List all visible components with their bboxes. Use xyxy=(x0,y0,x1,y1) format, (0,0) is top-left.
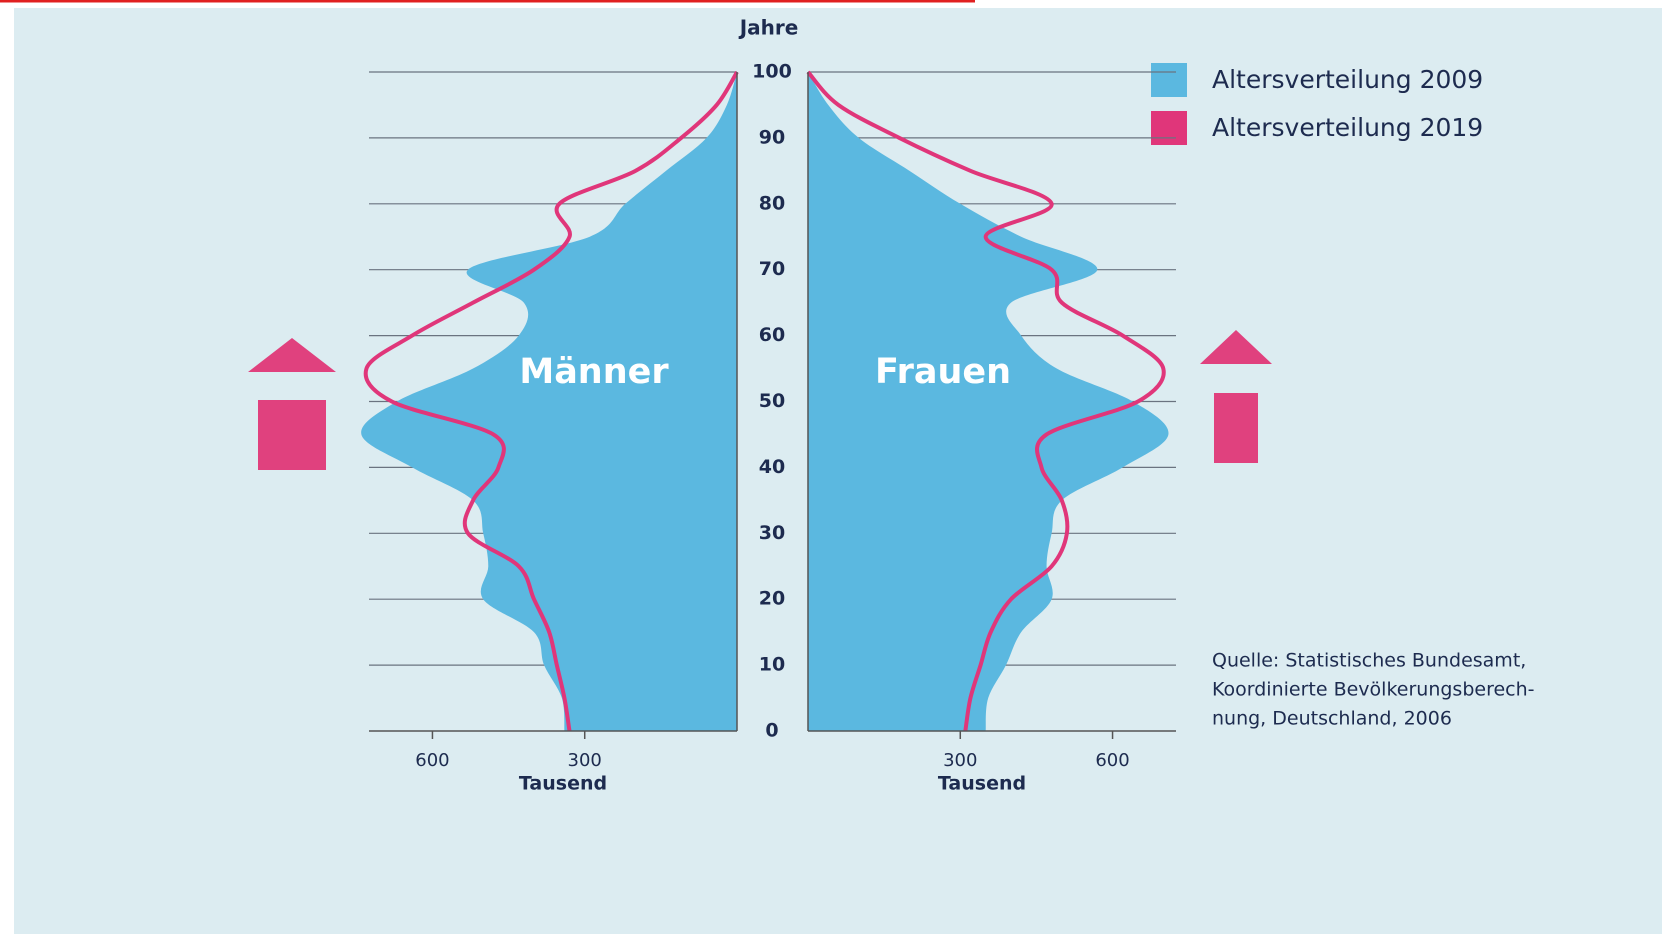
legend-swatch xyxy=(1151,63,1187,97)
y-tick-label: 50 xyxy=(759,390,785,412)
legend-label: Altersverteilung 2009 xyxy=(1212,65,1483,94)
line-1 xyxy=(806,70,1166,732)
y-tick-label: 60 xyxy=(759,324,785,346)
y-tick-label: 80 xyxy=(759,192,785,214)
legend: Altersverteilung 2009 Altersverteilung 20… xyxy=(1151,63,1483,145)
y-tick-label: 40 xyxy=(759,456,785,478)
source-line: nung, Deutschland, 2006 xyxy=(1212,708,1452,730)
legend-swatch xyxy=(1151,111,1187,145)
arrow-right xyxy=(1200,330,1272,463)
y-tick-label: 90 xyxy=(759,126,785,148)
x-tick-label: 600 xyxy=(1095,750,1129,771)
y-tick-label: 100 xyxy=(752,61,792,83)
source-line: Koordinierte Bevölkerungsberech- xyxy=(1212,679,1535,701)
y-tick-label: 20 xyxy=(759,588,785,610)
x-tick-label: 300 xyxy=(943,750,977,771)
group-label: Frauen xyxy=(875,352,1011,392)
line-0 xyxy=(363,70,739,732)
x-axis-label: Tausend xyxy=(938,773,1026,795)
y-tick-label: 0 xyxy=(765,720,778,742)
x-tick-label: 600 xyxy=(415,750,449,771)
x-axis-label: Tausend xyxy=(519,773,607,795)
arrow-left xyxy=(248,338,336,470)
y-tick-label: 70 xyxy=(759,258,785,280)
y-axis-label: Jahre xyxy=(738,16,799,40)
x-tick-label: 300 xyxy=(568,750,602,771)
y-tick-label: 10 xyxy=(759,654,785,676)
legend-label: Altersverteilung 2019 xyxy=(1212,113,1483,142)
y-tick-label: 30 xyxy=(759,522,785,544)
area-1 xyxy=(808,72,1169,731)
group-label: Männer xyxy=(519,352,669,392)
area-0 xyxy=(361,72,737,731)
source: Quelle: Statistisches Bundesamt, Koordini… xyxy=(1212,650,1535,730)
source-line: Quelle: Statistisches Bundesamt, xyxy=(1212,650,1526,672)
